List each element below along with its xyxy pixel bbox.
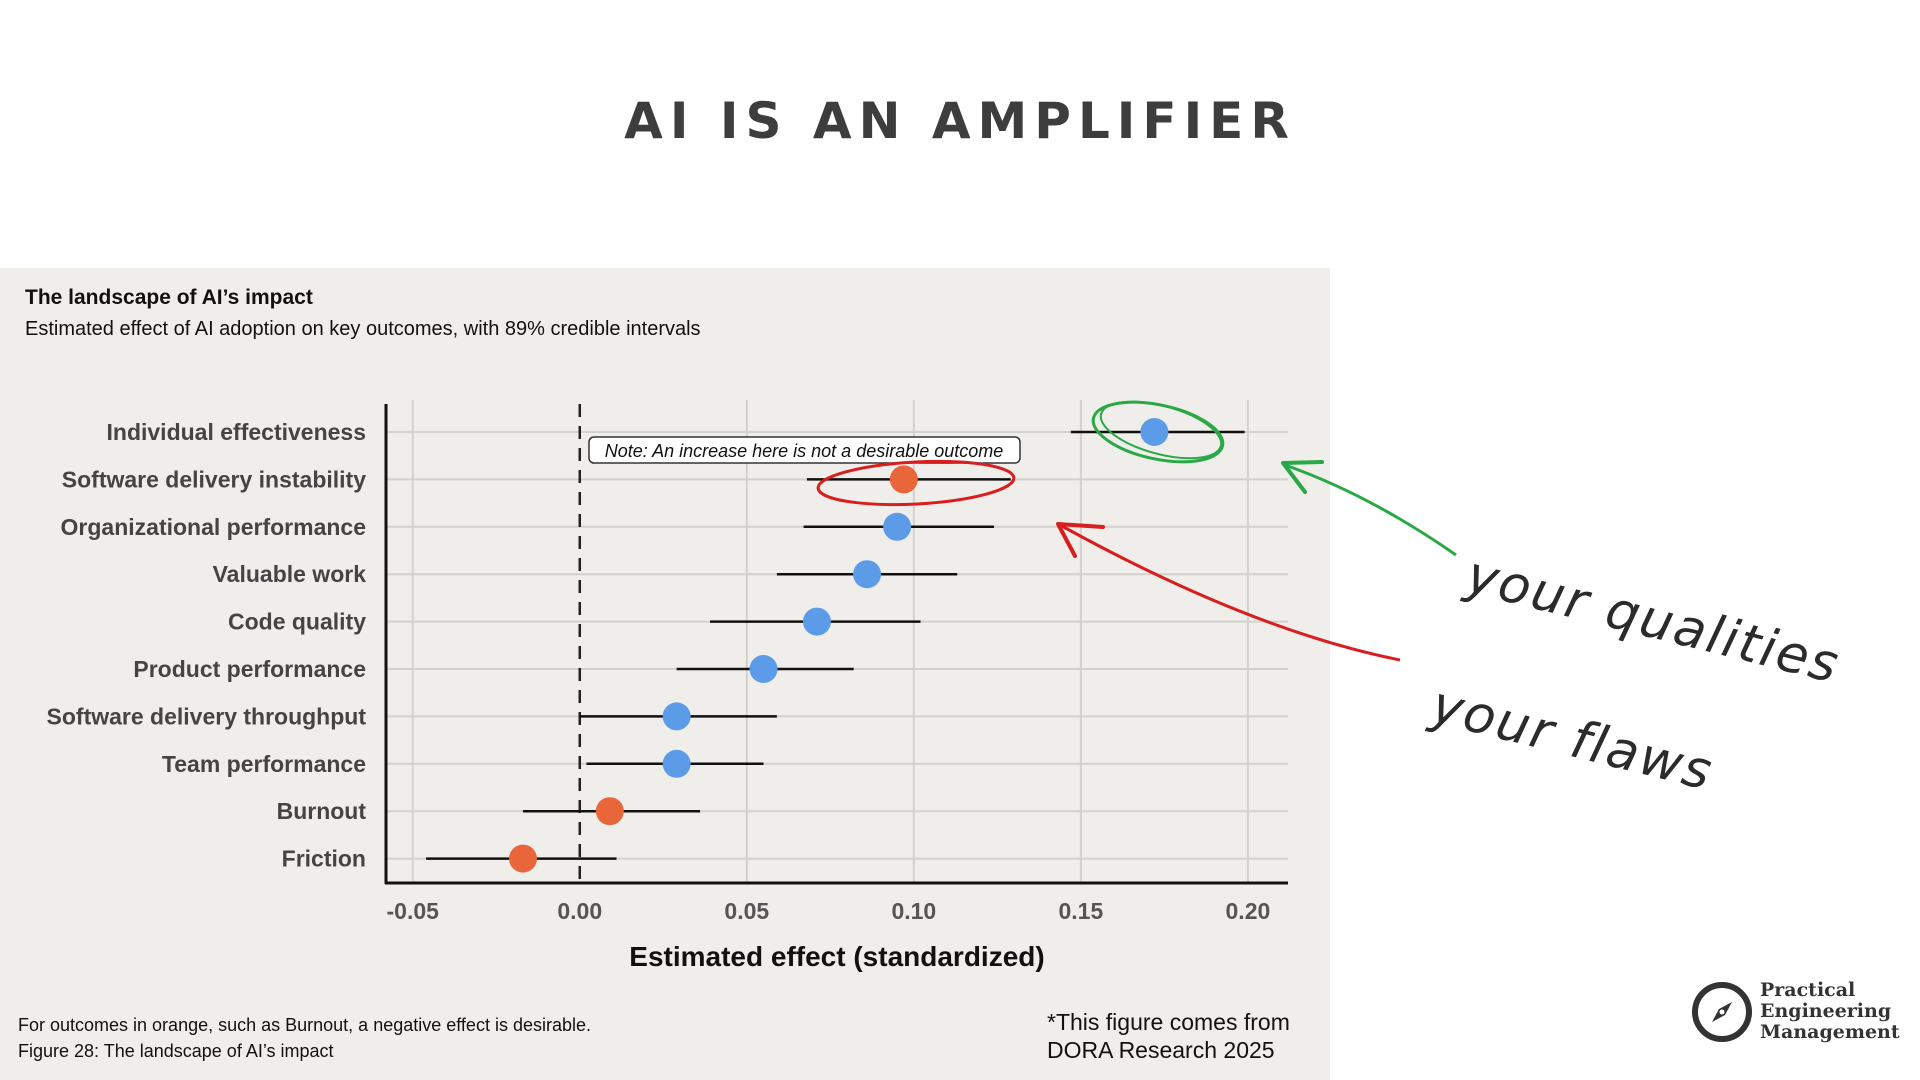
estimate-point [662, 749, 691, 778]
red-arrow-head [1056, 522, 1105, 558]
category-label: Code quality [228, 609, 366, 635]
chart-subtitle: Estimated effect of AI adoption on key o… [25, 318, 701, 340]
category-label: Software delivery throughput [47, 703, 367, 729]
category-label: Organizational performance [61, 514, 366, 540]
green-arrow-shaft [1284, 463, 1457, 557]
x-tick-label: 0.10 [891, 898, 936, 924]
category-label: Team performance [162, 751, 366, 777]
x-tick-label: 0.05 [724, 898, 769, 924]
figure-panel [0, 268, 1330, 1080]
chart-footnote-orange: For outcomes in orange, such as Burnout,… [18, 1015, 591, 1035]
category-label: Friction [282, 846, 366, 872]
figure-caption: Figure 28: The landscape of AI’s impact [18, 1041, 334, 1061]
category-label: Valuable work [213, 561, 367, 587]
estimate-point [595, 797, 624, 826]
x-tick-label: 0.20 [1226, 898, 1271, 924]
x-tick-label: 0.15 [1058, 898, 1103, 924]
annotation-box [588, 436, 1021, 464]
x-tick-label: -0.05 [387, 898, 440, 924]
category-label: Software delivery instability [62, 466, 366, 492]
estimate-point [853, 560, 882, 589]
estimate-point [883, 512, 912, 541]
category-label: Burnout [277, 798, 367, 824]
red-arrow-shaft [1059, 523, 1401, 662]
green-arrow-head [1281, 460, 1324, 494]
chart-title: The landscape of AI’s impact [25, 286, 313, 309]
estimate-point [802, 607, 831, 636]
estimate-point [1140, 418, 1169, 446]
category-label: Individual effectiveness [107, 419, 366, 445]
x-tick-label: 0.00 [557, 898, 602, 924]
compass-icon [1692, 982, 1752, 1042]
annotation-text: Note: An increase here is not a desirabl… [605, 441, 1004, 461]
estimate-point [508, 844, 537, 873]
source-note: *This figure comes from DORA Research 20… [1047, 1009, 1290, 1063]
green-highlight-ellipse-2 [1099, 400, 1223, 460]
slide-title: AI IS AN AMPLIFIER [624, 92, 1296, 150]
logo-text: Practical Engineering Management [1760, 979, 1900, 1043]
estimate-point [662, 702, 691, 731]
estimate-point [889, 465, 918, 494]
estimate-point [749, 655, 778, 683]
x-axis-label: Estimated effect (standardized) [629, 941, 1044, 972]
category-label: Product performance [133, 656, 366, 682]
red-highlight-ellipse [816, 459, 1016, 507]
